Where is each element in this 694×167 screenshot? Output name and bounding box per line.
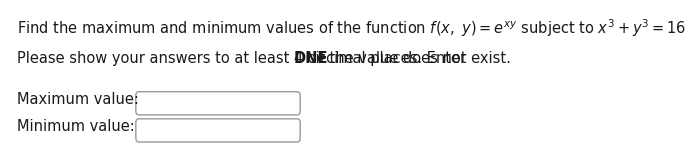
Text: DNE: DNE: [294, 51, 328, 66]
FancyBboxPatch shape: [136, 92, 301, 115]
Text: Maximum value:: Maximum value:: [17, 92, 139, 107]
Text: Find the maximum and minimum values of the function $f(x,\ y) = e^{xy}$ subject : Find the maximum and minimum values of t…: [17, 17, 686, 39]
Text: if the value does not exist.: if the value does not exist.: [311, 51, 511, 66]
Text: Minimum value:: Minimum value:: [17, 119, 135, 134]
FancyBboxPatch shape: [136, 119, 301, 142]
Text: Please show your answers to at least 4 decimal places. Enter: Please show your answers to at least 4 d…: [17, 51, 471, 66]
